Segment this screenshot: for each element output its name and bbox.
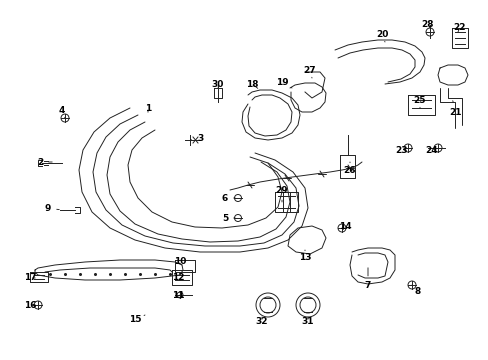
Text: 31: 31 <box>301 317 314 327</box>
Text: 5: 5 <box>222 213 235 222</box>
Text: 27: 27 <box>303 66 316 78</box>
Text: 23: 23 <box>395 145 407 154</box>
Text: 24: 24 <box>425 145 437 154</box>
Text: 1: 1 <box>144 104 151 113</box>
Text: 25: 25 <box>413 95 426 108</box>
Text: 14: 14 <box>338 221 350 230</box>
Text: 19: 19 <box>275 77 291 88</box>
Text: 22: 22 <box>453 23 465 32</box>
Text: 10: 10 <box>173 257 186 266</box>
Text: 6: 6 <box>222 194 235 202</box>
Text: 3: 3 <box>190 134 203 143</box>
Text: 8: 8 <box>411 285 420 297</box>
Text: 12: 12 <box>171 274 184 283</box>
Text: 30: 30 <box>211 80 224 89</box>
Text: 15: 15 <box>128 315 145 324</box>
Text: 32: 32 <box>255 317 268 327</box>
Text: 7: 7 <box>364 268 370 291</box>
Text: 16: 16 <box>24 302 36 310</box>
Text: 11: 11 <box>171 292 184 301</box>
Text: 4: 4 <box>59 105 65 118</box>
Text: 13: 13 <box>298 250 311 262</box>
Text: 17: 17 <box>23 274 36 283</box>
Text: 28: 28 <box>421 19 433 28</box>
Text: 26: 26 <box>343 162 356 175</box>
Text: 29: 29 <box>275 185 288 202</box>
Text: 20: 20 <box>375 30 387 42</box>
Text: 21: 21 <box>449 101 461 117</box>
Text: 2: 2 <box>37 158 52 166</box>
Text: 18: 18 <box>245 80 258 89</box>
Text: 9: 9 <box>45 203 59 212</box>
